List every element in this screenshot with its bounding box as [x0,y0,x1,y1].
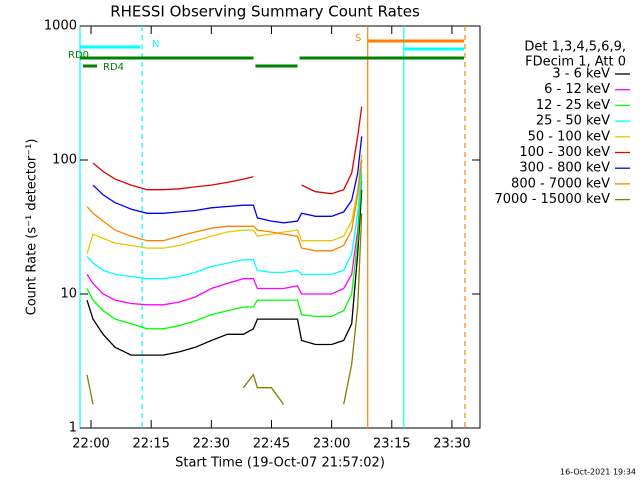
x-tick-label: 22:15 [132,437,169,452]
y-tick-label: 100 [52,153,77,168]
y-tick-label: 10 [60,287,77,302]
series-line [92,136,363,224]
series-line [86,159,363,252]
y-tick-label: 1000 [44,19,77,34]
legend-label: 7000 - 15000 keV [495,192,611,207]
legend-header: Det 1,3,4,5,6,9, [524,40,626,55]
series-line [86,172,363,330]
legend-label: 12 - 25 keV [536,98,610,113]
series-line [86,180,363,306]
y-tick-label: 1 [69,421,77,436]
flag-label: S [355,33,361,44]
legend-label: 300 - 800 keV [519,161,610,176]
legend-label: 50 - 100 keV [528,129,611,144]
x-tick-label: 23:00 [313,437,350,452]
series-line [92,106,363,195]
legend-label: 800 - 7000 keV [511,176,610,191]
x-tick-label: 23:30 [433,437,470,452]
plot-frame [79,25,481,429]
y-axis-label: Count Rate (s⁻¹ detector⁻¹) [25,139,40,316]
series-line [86,189,363,356]
legend-label: 100 - 300 keV [519,145,610,160]
x-axis-label: Start Time (19-Oct-07 21:57:02) [175,456,385,471]
x-tick-label: 22:30 [193,437,230,452]
x-tick-label: 22:00 [72,437,109,452]
flag-label: RD4 [103,62,124,73]
legend-label: 25 - 50 keV [536,114,610,129]
legend-label: 3 - 6 keV [552,67,610,82]
flag-label: N [152,39,159,50]
x-tick-label: 22:45 [253,437,290,452]
footer: 16-Oct-2021 19:34 [560,468,636,477]
flag-label: RD0 [68,50,89,61]
series-line [86,154,363,254]
series-line [86,166,363,280]
chart-title: RHESSI Observing Summary Count Rates [110,3,420,21]
legend-label: 6 - 12 keV [544,82,610,97]
x-tick-label: 23:15 [373,437,410,452]
legend-header: FDecim 1, Att 0 [525,55,626,70]
series-line [86,213,363,405]
